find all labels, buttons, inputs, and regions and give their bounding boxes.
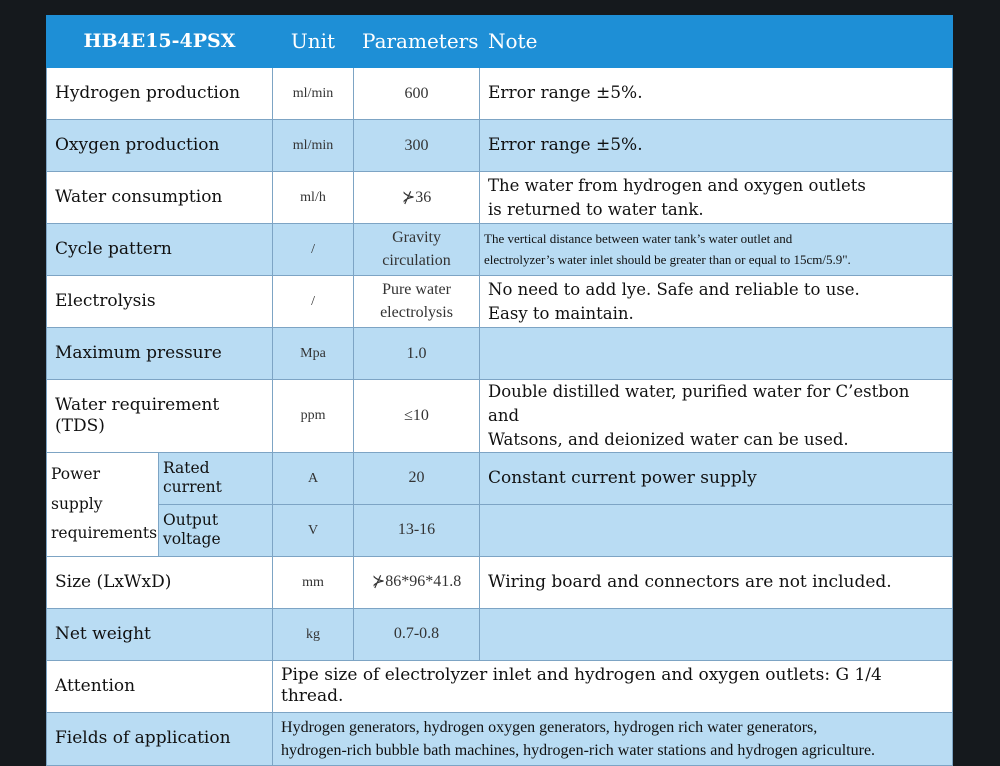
note-line: Double distilled water, purified water f… xyxy=(488,382,910,425)
item-label: Cycle pattern xyxy=(45,223,274,276)
fields-line: hydrogen-rich bubble bath machines, hydr… xyxy=(281,741,876,759)
param-line: Gravity xyxy=(392,229,441,247)
note-line: electrolyzer’s water inlet should be gre… xyxy=(484,251,851,267)
header-note: Note xyxy=(479,15,954,68)
header-model: HB4E15-4PSX xyxy=(45,15,274,68)
table-row-maximum-pressure: Maximum pressure Mpa 1.0 xyxy=(45,327,954,380)
unit-value: A xyxy=(272,451,355,505)
note-text: The vertical distance between water tank… xyxy=(479,223,954,276)
table-row-electrolysis: Electrolysis / Pure water electrolysis N… xyxy=(45,275,954,328)
param-value: ⊁36 xyxy=(353,171,481,224)
param-value: Gravity circulation xyxy=(353,223,481,276)
unit-value: ml/min xyxy=(272,119,355,172)
note-line: is returned to water tank. xyxy=(488,199,704,219)
power-supply-group-label: Power supply requirements xyxy=(46,451,159,557)
table-row-rated-current: Power supply requirements Rated current … xyxy=(46,451,954,557)
note-text: No need to add lye. Safe and reliable to… xyxy=(479,275,954,328)
table-header-row: HB4E15-4PSX Unit Parameters Note xyxy=(45,15,954,68)
group-line: requirements xyxy=(51,523,158,542)
item-label: Electrolysis xyxy=(45,275,274,328)
item-label: Size (LxWxD) xyxy=(45,555,274,609)
unit-value: kg xyxy=(272,607,355,661)
table-row-net-weight: Net weight kg 0.7-0.8 xyxy=(45,607,954,661)
param-value: 600 xyxy=(353,67,481,120)
table-row-water-consumption: Water consumption ml/h ⊁36 The water fro… xyxy=(45,171,954,224)
header-unit: Unit xyxy=(272,15,355,68)
note-text xyxy=(479,503,954,557)
table-row-water-requirement: Water requirement (TDS) ppm ≤10 Double d… xyxy=(45,379,954,453)
item-label: Hydrogen production xyxy=(45,67,274,120)
item-label: Water requirement (TDS) xyxy=(45,379,274,453)
fields-text: Hydrogen generators, hydrogen oxygen gen… xyxy=(272,711,954,766)
table-row-output-voltage: Output voltage V 13-16 xyxy=(47,503,954,557)
spec-table: HB4E15-4PSX Unit Parameters Note Hydroge… xyxy=(45,15,954,766)
note-text: Wiring board and connectors are not incl… xyxy=(479,555,954,609)
item-label: Attention xyxy=(45,659,274,713)
table-row-fields-of-application: Fields of application Hydrogen generator… xyxy=(45,711,954,766)
group-line: Power supply xyxy=(51,465,103,513)
note-line: Watsons, and deionized water can be used… xyxy=(488,429,849,449)
unit-value: V xyxy=(272,503,355,557)
param-value: 0.7-0.8 xyxy=(353,607,481,661)
note-text: Constant current power supply xyxy=(479,451,954,505)
item-label: Net weight xyxy=(45,607,274,661)
note-text: The water from hydrogen and oxygen outle… xyxy=(479,171,954,224)
note-line: The vertical distance between water tank… xyxy=(484,230,793,246)
unit-value: ml/h xyxy=(272,171,355,224)
param-value: 1.0 xyxy=(353,327,481,380)
note-text xyxy=(479,607,954,661)
param-value: ⊁86*96*41.8 xyxy=(353,555,481,609)
note-text xyxy=(479,327,954,380)
item-label: Oxygen production xyxy=(45,119,274,172)
item-label: Maximum pressure xyxy=(45,327,274,380)
sub-item-label: Rated current xyxy=(157,451,274,505)
note-text: Error range ±5%. xyxy=(479,119,954,172)
param-line: circulation xyxy=(382,251,451,269)
param-value: ≤10 xyxy=(353,379,481,453)
unit-value: mm xyxy=(272,555,355,609)
attention-text: Pipe size of electrolyzer inlet and hydr… xyxy=(272,659,954,713)
param-value: 20 xyxy=(353,451,481,505)
unit-value: Mpa xyxy=(272,327,355,380)
note-line: No need to add lye. Safe and reliable to… xyxy=(488,279,860,299)
table-row-oxygen-production: Oxygen production ml/min 300 Error range… xyxy=(45,119,954,172)
unit-value: / xyxy=(272,223,355,276)
note-line: Easy to maintain. xyxy=(488,303,634,323)
param-line: electrolysis xyxy=(380,303,453,321)
table-row-hydrogen-production: Hydrogen production ml/min 600 Error ran… xyxy=(45,67,954,120)
param-value: 13-16 xyxy=(353,503,481,557)
param-value: Pure water electrolysis xyxy=(353,275,481,328)
note-line: The water from hydrogen and oxygen outle… xyxy=(488,175,866,195)
header-parameters: Parameters xyxy=(353,15,481,68)
item-label: Water consumption xyxy=(45,171,274,224)
param-line: Pure water xyxy=(382,281,451,299)
fields-line: Hydrogen generators, hydrogen oxygen gen… xyxy=(281,718,818,736)
table-row-size: Size (LxWxD) mm ⊁86*96*41.8 Wiring board… xyxy=(45,555,954,609)
sub-item-label: Output voltage xyxy=(157,503,274,557)
param-value: 300 xyxy=(353,119,481,172)
unit-value: / xyxy=(272,275,355,328)
note-text: Double distilled water, purified water f… xyxy=(479,379,954,453)
note-text: Error range ±5%. xyxy=(479,67,954,120)
table-row-cycle-pattern: Cycle pattern / Gravity circulation The … xyxy=(45,223,954,276)
unit-value: ml/min xyxy=(272,67,355,120)
unit-value: ppm xyxy=(272,379,355,453)
table-row-attention: Attention Pipe size of electrolyzer inle… xyxy=(45,659,954,713)
item-label: Fields of application xyxy=(45,711,274,766)
